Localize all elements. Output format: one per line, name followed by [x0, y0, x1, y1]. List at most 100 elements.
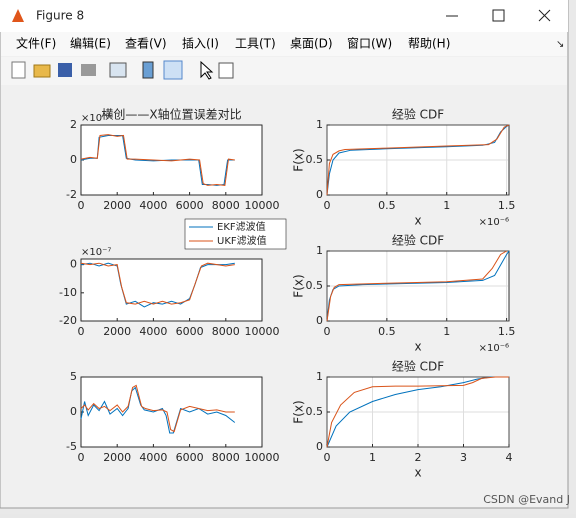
x-tick-label: 0: [78, 451, 85, 464]
y-tick-label: 0: [70, 258, 77, 271]
x-tick-label: 6000: [176, 451, 204, 464]
menu-item[interactable]: 工具(T): [235, 37, 276, 51]
x-tick-label: 1: [443, 325, 450, 338]
y-tick-label: 0: [70, 153, 77, 166]
y-tick-label: 2: [70, 118, 77, 131]
menu-item[interactable]: 编辑(E): [70, 36, 111, 51]
x-tick-label: 2000: [103, 325, 131, 338]
menu-item[interactable]: 插入(I): [182, 37, 219, 51]
series-line: [80, 384, 235, 433]
y-multiplier: ×10⁻⁶: [81, 113, 111, 124]
series-line: [80, 262, 235, 305]
x-tick-label: 4: [506, 451, 513, 464]
x-tick-label: 6000: [176, 325, 204, 338]
y-tick-label: 1: [316, 244, 323, 257]
y-tick-label: 5: [70, 370, 77, 383]
x-tick-label: 0: [78, 199, 85, 212]
x-multiplier: ×10⁻⁶: [479, 343, 509, 354]
axes-border: [326, 250, 510, 322]
y-tick-label: 1: [316, 118, 323, 131]
x-tick-label: 4000: [139, 199, 167, 212]
x-multiplier: ×10⁻⁶: [479, 217, 509, 228]
legend-label: EKF滤波值: [217, 220, 266, 233]
x-tick-label: 8000: [212, 451, 240, 464]
y-tick-label: 0: [70, 405, 77, 418]
open-icon[interactable]: [33, 64, 51, 78]
axes: [80, 258, 263, 322]
menu-item[interactable]: 帮助(H): [408, 37, 450, 51]
x-tick-label: 6000: [176, 199, 204, 212]
legend-label: UKF滤波值: [217, 234, 267, 247]
y-tick-label: -5: [66, 440, 77, 453]
x-tick-label: 10000: [245, 451, 280, 464]
series-line: [80, 135, 235, 186]
x-tick-label: 3: [460, 451, 467, 464]
axes-border: [80, 376, 263, 448]
y-axis-label: F(x): [292, 148, 306, 171]
x-tick-label: 0: [78, 325, 85, 338]
x-tick-label: 1.5: [498, 325, 516, 338]
menu-item[interactable]: 桌面(D): [290, 37, 333, 51]
dock-arrow[interactable]: ↘: [556, 39, 564, 50]
x-axis-label: x: [414, 214, 421, 228]
series-line: [326, 124, 510, 196]
y-axis-label: F(x): [292, 274, 306, 297]
x-tick-label: 8000: [212, 199, 240, 212]
save-icon[interactable]: [58, 63, 72, 77]
legend-icon[interactable]: [163, 60, 183, 80]
x-tick-label: 0.5: [378, 325, 396, 338]
y-tick-label: 1: [316, 370, 323, 383]
property-icon[interactable]: [218, 62, 234, 79]
menu: 文件(F) 编辑(E) 查看(V) 插入(I) 工具(T) 桌面(D) 窗口(W) 帮助(H): [16, 36, 450, 51]
chart-title: 经验 CDF: [392, 107, 444, 122]
x-tick-label: 0: [324, 199, 331, 212]
menu-bar: [1, 32, 567, 56]
x-tick-label: 2: [415, 451, 422, 464]
print-icon[interactable]: [81, 64, 96, 76]
chart-title: 经验 CDF: [392, 233, 444, 248]
y-multiplier: ×10⁻⁷: [81, 247, 111, 258]
x-tick-label: 10000: [245, 325, 280, 338]
menu-item[interactable]: 文件(F): [16, 36, 56, 51]
y-axis-label: F(x): [292, 400, 306, 423]
watermark: CSDN @Evand J: [483, 493, 570, 506]
menu-item[interactable]: 查看(V): [125, 37, 167, 51]
y-tick-label: -10: [59, 286, 77, 299]
y-tick-label: 0: [316, 188, 323, 201]
x-tick-label: 4000: [139, 325, 167, 338]
series-line: [326, 250, 507, 322]
y-tick-label: 0: [316, 440, 323, 453]
x-tick-label: 2000: [103, 451, 131, 464]
pointer-icon[interactable]: [200, 60, 214, 80]
axes-border: [326, 376, 510, 448]
x-tick-label: 0: [324, 451, 331, 464]
series-line: [80, 134, 235, 186]
x-tick-label: 4000: [139, 451, 167, 464]
link-icon[interactable]: [109, 62, 127, 78]
y-tick-label: 0.5: [306, 405, 324, 418]
new-icon[interactable]: [11, 61, 26, 79]
axes-border: [80, 258, 263, 322]
menu-item[interactable]: 窗口(W): [347, 37, 392, 51]
close-button[interactable]: [538, 9, 551, 22]
series-line: [326, 376, 509, 448]
x-tick-label: 1.5: [498, 199, 516, 212]
x-tick-label: 1: [369, 451, 376, 464]
y-tick-label: -2: [66, 188, 77, 201]
y-tick-label: -20: [59, 314, 77, 327]
x-tick-label: 1: [443, 199, 450, 212]
colorbar-icon[interactable]: [142, 61, 154, 79]
axes: [80, 376, 263, 448]
maximize-button[interactable]: [492, 9, 505, 22]
toolbar-icons: [11, 60, 234, 80]
window-title: Figure 8: [36, 9, 84, 23]
chart-title: 经验 CDF: [392, 359, 444, 374]
app-icon: [12, 9, 24, 22]
legend-box: [184, 218, 287, 250]
axes-border: [326, 124, 510, 196]
y-tick-label: 0.5: [306, 153, 324, 166]
y-tick-label: 0: [316, 314, 323, 327]
x-tick-label: 0: [324, 325, 331, 338]
x-tick-label: 0.5: [378, 199, 396, 212]
